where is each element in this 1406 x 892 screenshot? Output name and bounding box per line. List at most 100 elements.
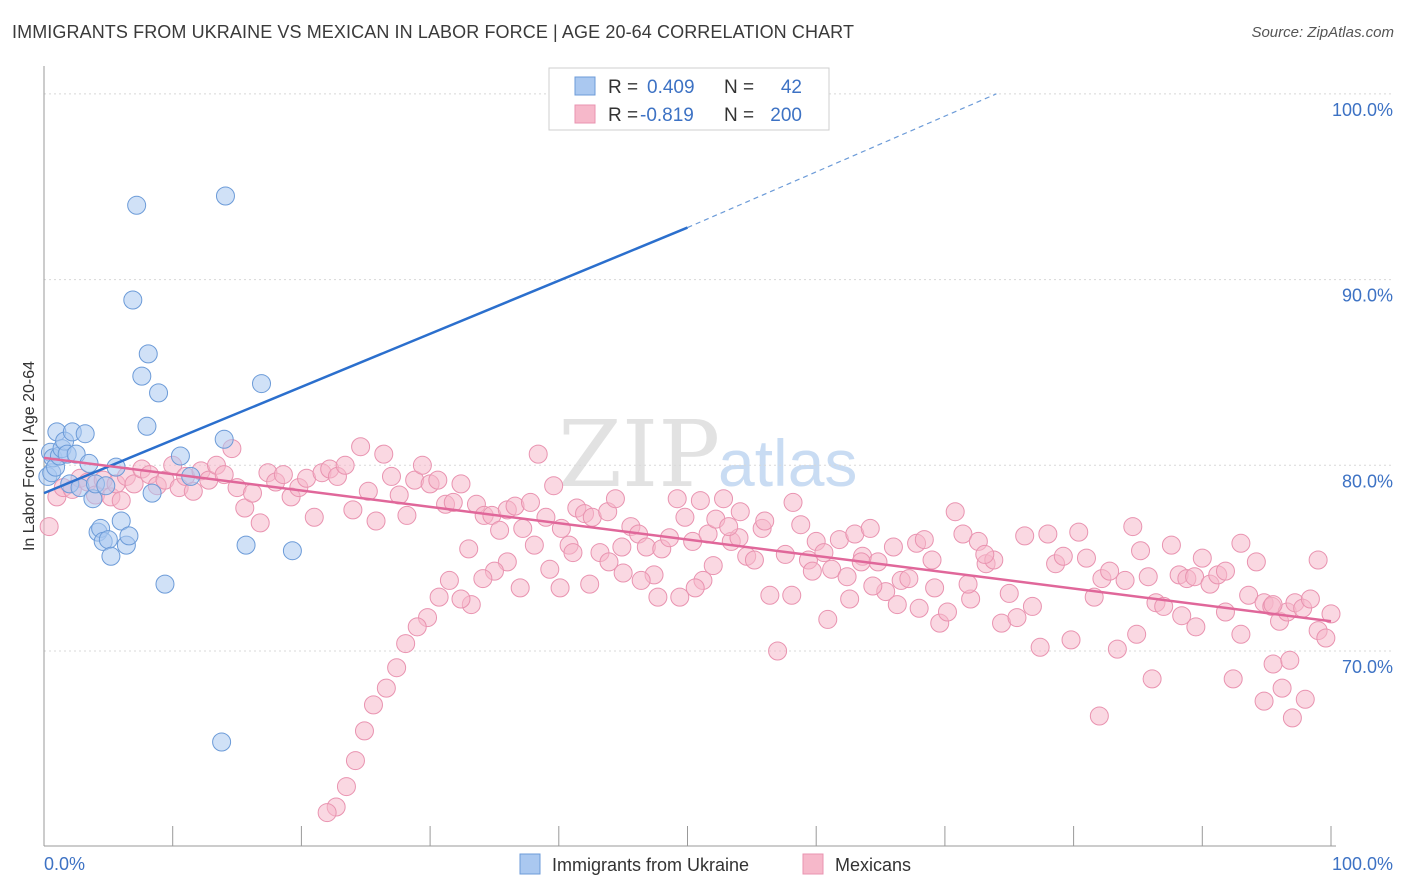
mexicans-point-187 bbox=[909, 598, 929, 618]
y-tick-label-80: 80.0% bbox=[1342, 471, 1393, 491]
mexicans-point-46 bbox=[381, 466, 401, 486]
mexicans-point-113 bbox=[899, 569, 919, 589]
mexicans-point-45 bbox=[374, 444, 394, 464]
mexicans-point-96 bbox=[768, 641, 788, 661]
x-ticks bbox=[43, 826, 1332, 846]
mexicans-point-192 bbox=[818, 609, 838, 629]
mexicans-point-10 bbox=[111, 491, 131, 511]
mexicans-point-65 bbox=[528, 444, 548, 464]
mexicans-point-93 bbox=[744, 550, 764, 570]
watermark-zip: ZIP bbox=[558, 401, 720, 508]
mexicans-point-195 bbox=[755, 511, 775, 531]
mexicans-point-185 bbox=[958, 574, 978, 594]
mexicans-point-147 bbox=[1161, 535, 1181, 555]
ukraine-point-38 bbox=[214, 429, 234, 449]
mexicans-point-126 bbox=[999, 583, 1019, 603]
legend-r-value-mexicans: -0.819 bbox=[640, 105, 694, 126]
ukraine-point-22 bbox=[98, 530, 118, 550]
mexicans-point-156 bbox=[1231, 533, 1251, 553]
mexicans-point-0 bbox=[39, 517, 59, 537]
mexicans-point-229 bbox=[317, 803, 337, 823]
mexicans-point-52 bbox=[428, 470, 448, 490]
ukraine-point-30 bbox=[132, 366, 152, 386]
legend-n-value-ukraine: 42 bbox=[781, 77, 802, 98]
mexicans-point-208 bbox=[550, 578, 570, 598]
bottom-legend-label-mexicans: Mexicans bbox=[835, 855, 911, 875]
mexicans-trend-line bbox=[43, 456, 1332, 623]
top-legend-box bbox=[548, 67, 830, 131]
mexicans-point-12 bbox=[124, 474, 144, 494]
mexicans-point-135 bbox=[1069, 522, 1089, 542]
mexicans-point-41 bbox=[343, 500, 363, 520]
legend-n-value-mexicans: 200 bbox=[770, 105, 802, 126]
ukraine-point-36 bbox=[170, 446, 190, 466]
mexicans-point-120 bbox=[953, 524, 973, 544]
mexicans-point-227 bbox=[336, 777, 356, 797]
mexicans-point-27 bbox=[235, 498, 255, 518]
mexicans-point-175 bbox=[1254, 691, 1274, 711]
mexicans-point-182 bbox=[1172, 606, 1192, 626]
mexicans-point-83 bbox=[667, 489, 687, 509]
mexicans-point-189 bbox=[863, 576, 883, 596]
mexicans-point-177 bbox=[1263, 595, 1283, 615]
mexicans-point-179 bbox=[1272, 678, 1292, 698]
mexicans-point-180 bbox=[1127, 624, 1147, 644]
mexicans-point-211 bbox=[510, 578, 530, 598]
mexicans-point-29 bbox=[250, 513, 270, 533]
ukraine-point-42 bbox=[282, 541, 302, 561]
mexicans-point-212 bbox=[497, 552, 517, 572]
mexicans-point-141 bbox=[1115, 570, 1135, 590]
mexicans-point-217 bbox=[439, 570, 459, 590]
mexicans-point-221 bbox=[396, 634, 416, 654]
mexicans-point-209 bbox=[540, 559, 560, 579]
mexicans-point-181 bbox=[1142, 669, 1162, 689]
mexicans-point-170 bbox=[1282, 708, 1302, 728]
mexicans-point-171 bbox=[1089, 706, 1109, 726]
mexicans-point-191 bbox=[840, 589, 860, 609]
mexicans-point-139 bbox=[1100, 561, 1120, 581]
mexicans-point-184 bbox=[975, 544, 995, 564]
mexicans-point-143 bbox=[1131, 541, 1151, 561]
mexicans-point-111 bbox=[883, 537, 903, 557]
ukraine-point-35 bbox=[155, 574, 175, 594]
mexicans-point-127 bbox=[1007, 608, 1027, 628]
mexicans-point-183 bbox=[1186, 617, 1206, 637]
mexicans-point-63 bbox=[513, 518, 533, 538]
mexicans-point-140 bbox=[1107, 639, 1127, 659]
mexicans-point-36 bbox=[304, 507, 324, 527]
ukraine-trend-extension bbox=[687, 93, 997, 229]
mexicans-point-99 bbox=[791, 515, 811, 535]
legend-n-label-mexicans: N = bbox=[724, 105, 754, 126]
mexicans-point-210 bbox=[524, 535, 544, 555]
mexicans-point-95 bbox=[760, 585, 780, 605]
mexicans-point-150 bbox=[1185, 567, 1205, 587]
ukraine-point-32 bbox=[138, 344, 158, 364]
x-tick-label-max: 100.0% bbox=[1332, 854, 1393, 874]
mexicans-point-223 bbox=[376, 678, 396, 698]
mexicans-point-28 bbox=[242, 483, 262, 503]
mexicans-point-130 bbox=[1030, 637, 1050, 657]
y-tick-label-90: 90.0% bbox=[1342, 286, 1393, 306]
mexicans-point-188 bbox=[887, 595, 907, 615]
mexicans-point-146 bbox=[1154, 596, 1174, 616]
legend-swatch-mexicans bbox=[574, 104, 596, 124]
mexicans-point-103 bbox=[822, 559, 842, 579]
legend-r-label-mexicans: R = bbox=[608, 105, 638, 126]
chart-title: IMMIGRANTS FROM UKRAINE VS MEXICAN IN LA… bbox=[12, 22, 855, 42]
mexicans-point-134 bbox=[1061, 630, 1081, 650]
mexicans-point-84 bbox=[675, 507, 695, 527]
x-tick-label-min: 0.0% bbox=[44, 854, 85, 874]
mexicans-point-205 bbox=[599, 552, 619, 572]
mexicans-point-42 bbox=[351, 437, 371, 457]
mexicans-point-75 bbox=[605, 489, 625, 509]
legend-r-label-ukraine: R = bbox=[608, 77, 638, 98]
mexicans-point-167 bbox=[1316, 628, 1336, 648]
mexicans-point-128 bbox=[1015, 526, 1035, 546]
mexicans-point-86 bbox=[690, 491, 710, 511]
mexicans-point-32 bbox=[273, 465, 293, 485]
mexicans-point-136 bbox=[1076, 548, 1096, 568]
mexicans-point-131 bbox=[1038, 524, 1058, 544]
ukraine-point-14 bbox=[75, 424, 95, 444]
bottom-legend-swatch-mexicans bbox=[802, 853, 824, 875]
mexicans-point-64 bbox=[520, 492, 540, 512]
